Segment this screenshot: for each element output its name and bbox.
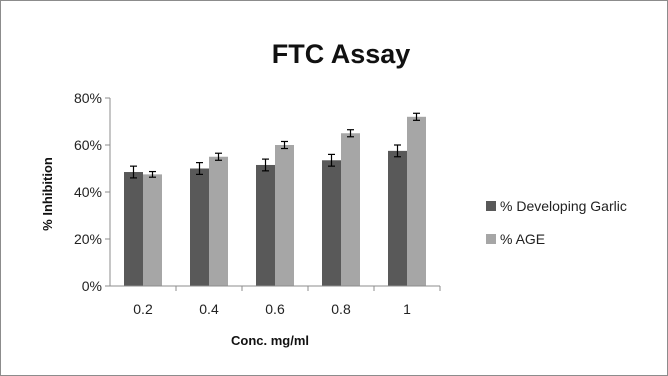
bar-developing-garlic: [124, 172, 143, 286]
legend-label: % AGE: [500, 231, 545, 247]
y-tick-label: 80%: [74, 90, 102, 106]
bar-developing-garlic: [190, 168, 209, 286]
y-tick-label: 0%: [82, 278, 102, 294]
x-tick-label: 0.2: [133, 301, 153, 317]
error-bar: [394, 144, 401, 158]
y-tick-label: 40%: [74, 184, 102, 200]
legend-swatch: [486, 234, 496, 244]
bars: [124, 112, 426, 286]
y-axis-label: % Inhibition: [40, 157, 55, 231]
bar-developing-garlic: [388, 150, 407, 286]
error-bar: [149, 170, 156, 178]
x-axis-label: Conc. mg/ml: [231, 333, 309, 348]
error-bar: [215, 152, 222, 161]
bar-age: [341, 133, 360, 286]
bar-age: [275, 145, 294, 286]
legend: % Developing Garlic % AGE: [486, 198, 627, 247]
bar-age: [407, 116, 426, 286]
error-bar: [130, 165, 137, 179]
x-tick-label: 0.4: [199, 301, 219, 317]
error-bar: [328, 153, 335, 167]
error-bar: [413, 112, 420, 121]
error-bar: [196, 162, 203, 175]
x-tick-label: 0.6: [265, 301, 285, 317]
chart-title: FTC Assay: [272, 39, 411, 69]
error-bar: [281, 140, 288, 150]
x-tick-label: 1: [403, 301, 411, 317]
x-axis-ticks: 0.2 0.4 0.6 0.8 1: [133, 286, 441, 317]
error-bar: [262, 158, 269, 172]
bar-age: [143, 174, 162, 286]
y-tick-label: 20%: [74, 231, 102, 247]
bar-developing-garlic: [256, 164, 275, 286]
y-axis-ticks: 0% 20% 40% 60% 80%: [74, 90, 110, 294]
bar-age: [209, 156, 228, 286]
error-bar: [347, 129, 354, 138]
x-tick-label: 0.8: [331, 301, 351, 317]
bar-developing-garlic: [322, 160, 341, 286]
legend-swatch: [486, 201, 496, 211]
legend-label: % Developing Garlic: [500, 198, 627, 214]
y-tick-label: 60%: [74, 137, 102, 153]
